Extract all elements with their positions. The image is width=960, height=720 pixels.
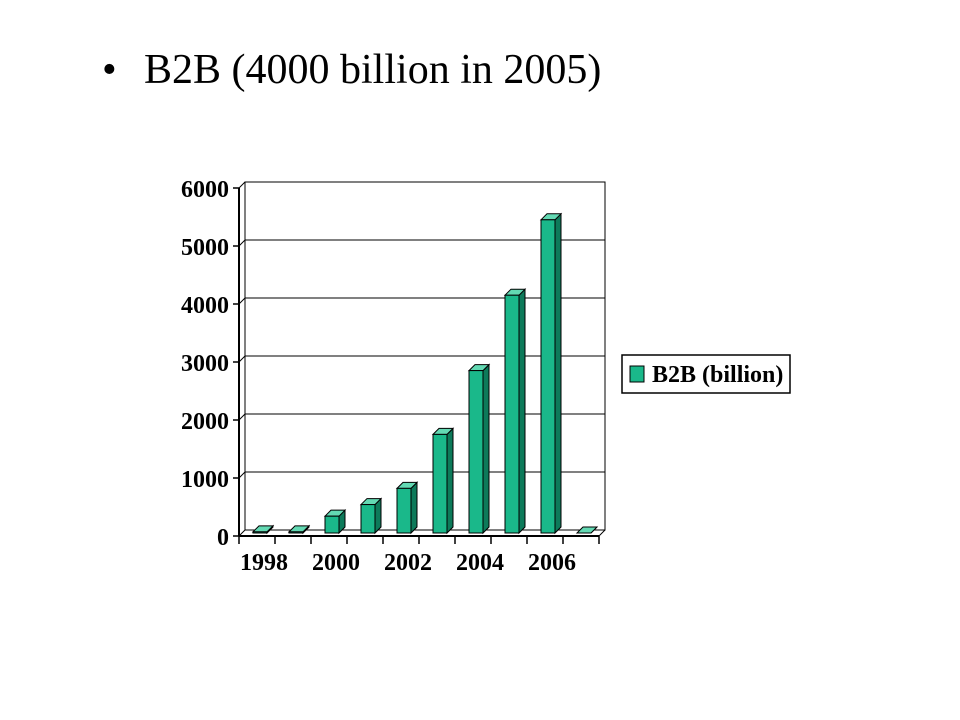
- chart-legend: B2B (billion): [621, 354, 791, 394]
- bar-side: [518, 287, 526, 535]
- bar-side: [554, 212, 562, 535]
- y-tick-label: 1000: [181, 467, 229, 493]
- bar-front: [468, 370, 484, 534]
- bar-2000: [323, 508, 347, 535]
- bar-2006: [539, 212, 563, 535]
- bar-top: [287, 525, 311, 533]
- bar-2003: [431, 427, 455, 535]
- legend-box: [621, 354, 791, 394]
- y-tick-label: 3000: [181, 351, 229, 377]
- chart-bars: [251, 212, 599, 535]
- bar-front: [252, 531, 268, 534]
- legend-label: B2B (billion): [652, 362, 783, 388]
- bar-front: [360, 504, 376, 534]
- bar-front: [288, 531, 304, 534]
- y-tick-label: 5000: [181, 235, 229, 261]
- x-tick-label: 2002: [384, 550, 432, 576]
- bar-1999: [287, 524, 311, 535]
- y-tick-label: 0: [217, 525, 229, 551]
- bar-2005: [503, 287, 527, 535]
- x-tick-label: 2004: [456, 550, 504, 576]
- slide-title: • B2B (4000 billion in 2005): [102, 46, 601, 94]
- y-tick-label: 2000: [181, 409, 229, 435]
- chart-axes: 0 1000 2000 3000 4000 5000 6000 1998 2000 2002 200…: [181, 177, 606, 576]
- bar-1998: [251, 524, 275, 535]
- bar-side: [446, 427, 454, 535]
- legend-swatch: [629, 365, 645, 383]
- floor-edge: [598, 529, 606, 537]
- bar-side: [482, 363, 490, 535]
- y-tick-label: 4000: [181, 293, 229, 319]
- bar-2001: [359, 497, 383, 535]
- bar-front: [504, 294, 520, 534]
- x-tick-label: 1998: [240, 550, 288, 576]
- bar-top: [575, 526, 599, 534]
- bar-front: [396, 487, 412, 534]
- bar-front: [432, 433, 448, 534]
- gridline-depth: [238, 181, 246, 189]
- bullet-icon: •: [102, 47, 117, 93]
- bar-2007: [575, 526, 599, 534]
- bar-front: [540, 219, 556, 534]
- bar-side: [410, 481, 418, 535]
- bar-2002: [395, 481, 419, 535]
- y-tick-label: 6000: [181, 177, 229, 203]
- bar-2004: [467, 363, 491, 535]
- slide-title-text: B2B (4000 billion in 2005): [144, 47, 602, 93]
- x-tick-label: 2000: [312, 550, 360, 576]
- x-tick-label: 2006: [528, 550, 576, 576]
- bar-front: [324, 515, 340, 534]
- bar-top: [251, 525, 275, 533]
